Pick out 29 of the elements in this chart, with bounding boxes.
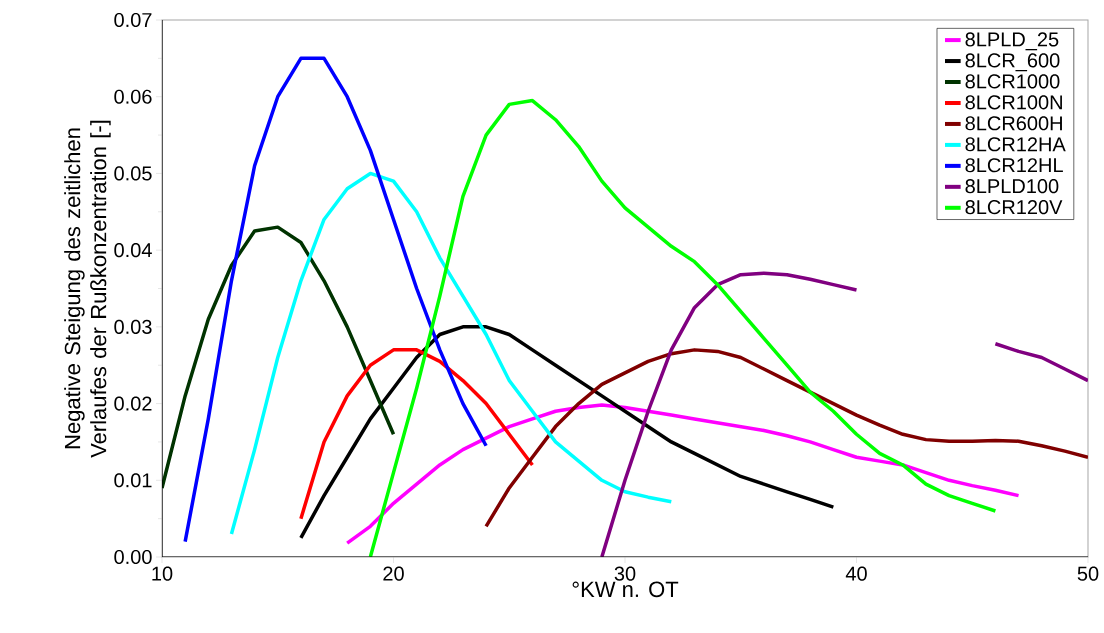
line-series bbox=[484, 348, 1088, 529]
y-axis-title: Negative Steigung des zeitlichen Verlaufes der Rußkonzentration [-] bbox=[64, 120, 111, 458]
x-tick-label: 40 bbox=[845, 566, 867, 581]
legend-label: 8LCR1000 bbox=[965, 74, 1060, 89]
legend-label: 8LCR12HL bbox=[965, 158, 1063, 173]
x-axis-title: °KW n. OT bbox=[572, 581, 679, 598]
y-tick-label: 0.07 bbox=[114, 12, 152, 28]
legend-label: 8LPLD100 bbox=[965, 179, 1059, 194]
legend-label: 8LCR12HA bbox=[965, 137, 1066, 152]
y-tick-label: 0.05 bbox=[114, 166, 152, 181]
line-series bbox=[229, 171, 674, 536]
x-tick-label: 20 bbox=[383, 566, 404, 581]
y-tick-label: 0.02 bbox=[114, 396, 152, 411]
legend-label: 8LCR_600 bbox=[965, 53, 1060, 72]
line-series bbox=[299, 348, 535, 521]
x-tick-label: 50 bbox=[1077, 566, 1099, 581]
y-tick-label: 0.01 bbox=[114, 473, 152, 488]
legend-label: 8LCR600H bbox=[965, 116, 1062, 131]
y-tick-label: 0.06 bbox=[114, 89, 152, 104]
y-tick-label: 0.04 bbox=[114, 243, 152, 258]
y-tick-label: 0.00 bbox=[114, 549, 152, 565]
legend-label: 8LCR120V bbox=[965, 200, 1063, 215]
y-tick-label: 0.03 bbox=[114, 319, 152, 334]
x-tick-label: 10 bbox=[152, 566, 173, 581]
line-series bbox=[183, 56, 488, 544]
legend-label: 8LPLD_25 bbox=[965, 32, 1059, 51]
legend-label: 8LCR100N bbox=[965, 95, 1062, 110]
line-series bbox=[162, 225, 396, 490]
x-tick-label: 30 bbox=[614, 566, 636, 581]
